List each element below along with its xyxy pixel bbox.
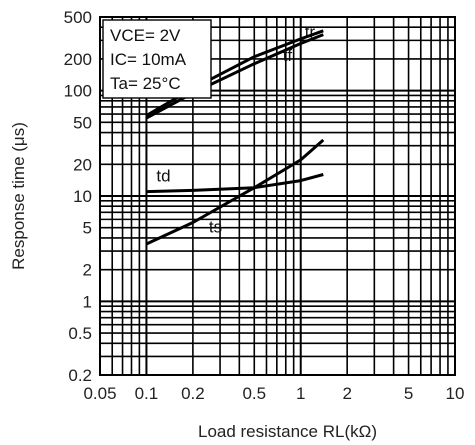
x-tick-label: 0.05 (83, 384, 116, 403)
y-tick-label: 5 (83, 219, 92, 238)
x-tick-label: 1 (296, 384, 305, 403)
y-tick-label: 100 (64, 82, 92, 101)
series-ts-line (145, 138, 325, 246)
x-tick-label: 0.5 (242, 384, 266, 403)
conditions-box (102, 19, 212, 99)
x-tick-label: 2 (342, 384, 351, 403)
tick-labels: 0.05 0.1 0.2 0.5 1 2 5 10 0.2 0.5 1 2 5 10 20 50 100 200 5… (64, 8, 465, 403)
series-tr-line (145, 33, 324, 120)
series-ts-label: ts (209, 218, 222, 237)
x-tick-label: 0.1 (135, 384, 159, 403)
x-tick-label: 10 (446, 384, 465, 403)
series-td-label: td (156, 167, 170, 186)
y-tick-label: 50 (73, 113, 92, 132)
y-tick-label: 0.5 (68, 324, 92, 343)
series-tf-label: tf (283, 46, 293, 65)
y-tick-label: 20 (73, 155, 92, 174)
y-tick-label: 1 (83, 292, 92, 311)
y-axis-title: Response time (μs) (9, 122, 28, 270)
series-td-line (146, 173, 324, 194)
y-tick-label: 0.2 (68, 366, 92, 385)
condition-ta: Ta= 25°C (110, 74, 181, 93)
condition-ic: IC= 10mA (110, 50, 187, 69)
plot-frame (99, 16, 456, 376)
y-tick-label: 10 (73, 187, 92, 206)
y-tick-label: 200 (64, 50, 92, 69)
x-tick-label: 5 (404, 384, 413, 403)
condition-vce: VCE= 2V (110, 26, 181, 45)
series-tr-label: tr (305, 23, 316, 42)
y-tick-label: 2 (83, 261, 92, 280)
x-axis-title: Load resistance RL(kΩ) (198, 422, 377, 441)
y-tick-label: 500 (64, 8, 92, 27)
x-tick-label: 0.2 (181, 384, 205, 403)
